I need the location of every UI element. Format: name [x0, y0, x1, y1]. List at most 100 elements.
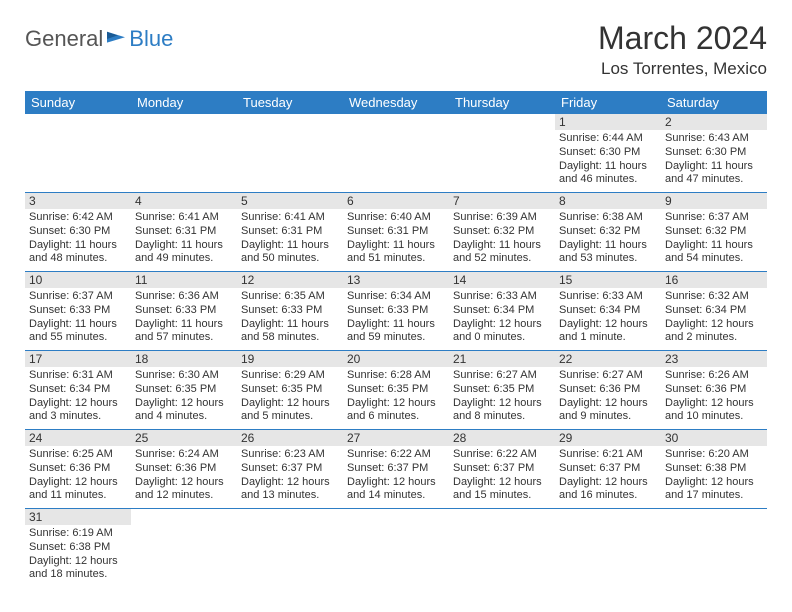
calendar-cell: [237, 114, 343, 193]
calendar-cell: 31Sunrise: 6:19 AMSunset: 6:38 PMDayligh…: [25, 509, 131, 588]
calendar-cell: 23Sunrise: 6:26 AMSunset: 6:36 PMDayligh…: [661, 351, 767, 430]
calendar-cell: [237, 509, 343, 588]
day-info: Sunrise: 6:28 AMSunset: 6:35 PMDaylight:…: [343, 367, 449, 428]
day-number: 9: [661, 193, 767, 209]
calendar-cell: 27Sunrise: 6:22 AMSunset: 6:37 PMDayligh…: [343, 430, 449, 509]
day-info: Sunrise: 6:30 AMSunset: 6:35 PMDaylight:…: [131, 367, 237, 428]
calendar-cell: 26Sunrise: 6:23 AMSunset: 6:37 PMDayligh…: [237, 430, 343, 509]
day-info: Sunrise: 6:20 AMSunset: 6:38 PMDaylight:…: [661, 446, 767, 507]
calendar-cell: 15Sunrise: 6:33 AMSunset: 6:34 PMDayligh…: [555, 272, 661, 351]
day-number: 21: [449, 351, 555, 367]
day-info: Sunrise: 6:37 AMSunset: 6:32 PMDaylight:…: [661, 209, 767, 270]
calendar-cell: 24Sunrise: 6:25 AMSunset: 6:36 PMDayligh…: [25, 430, 131, 509]
day-info: Sunrise: 6:36 AMSunset: 6:33 PMDaylight:…: [131, 288, 237, 349]
day-info: Sunrise: 6:32 AMSunset: 6:34 PMDaylight:…: [661, 288, 767, 349]
day-number: 23: [661, 351, 767, 367]
calendar-cell: 7Sunrise: 6:39 AMSunset: 6:32 PMDaylight…: [449, 193, 555, 272]
day-info: Sunrise: 6:21 AMSunset: 6:37 PMDaylight:…: [555, 446, 661, 507]
day-info: Sunrise: 6:33 AMSunset: 6:34 PMDaylight:…: [449, 288, 555, 349]
logo-text-general: General: [25, 26, 103, 52]
day-number: 28: [449, 430, 555, 446]
calendar-cell: 20Sunrise: 6:28 AMSunset: 6:35 PMDayligh…: [343, 351, 449, 430]
day-info: Sunrise: 6:43 AMSunset: 6:30 PMDaylight:…: [661, 130, 767, 191]
day-info: Sunrise: 6:34 AMSunset: 6:33 PMDaylight:…: [343, 288, 449, 349]
weekday-header: Tuesday: [237, 91, 343, 114]
logo: General Blue: [25, 26, 173, 52]
day-info: Sunrise: 6:39 AMSunset: 6:32 PMDaylight:…: [449, 209, 555, 270]
day-info: Sunrise: 6:23 AMSunset: 6:37 PMDaylight:…: [237, 446, 343, 507]
calendar-cell: 29Sunrise: 6:21 AMSunset: 6:37 PMDayligh…: [555, 430, 661, 509]
calendar-cell: [555, 509, 661, 588]
day-number: 5: [237, 193, 343, 209]
day-info: Sunrise: 6:44 AMSunset: 6:30 PMDaylight:…: [555, 130, 661, 191]
calendar-header-row: SundayMondayTuesdayWednesdayThursdayFrid…: [25, 91, 767, 114]
day-info: Sunrise: 6:22 AMSunset: 6:37 PMDaylight:…: [449, 446, 555, 507]
day-info: Sunrise: 6:24 AMSunset: 6:36 PMDaylight:…: [131, 446, 237, 507]
day-number: 13: [343, 272, 449, 288]
calendar-cell: 1Sunrise: 6:44 AMSunset: 6:30 PMDaylight…: [555, 114, 661, 193]
calendar-cell: 25Sunrise: 6:24 AMSunset: 6:36 PMDayligh…: [131, 430, 237, 509]
day-info: Sunrise: 6:25 AMSunset: 6:36 PMDaylight:…: [25, 446, 131, 507]
calendar-cell: 21Sunrise: 6:27 AMSunset: 6:35 PMDayligh…: [449, 351, 555, 430]
calendar-cell: 5Sunrise: 6:41 AMSunset: 6:31 PMDaylight…: [237, 193, 343, 272]
calendar-cell: 28Sunrise: 6:22 AMSunset: 6:37 PMDayligh…: [449, 430, 555, 509]
day-number: 6: [343, 193, 449, 209]
calendar-cell: 16Sunrise: 6:32 AMSunset: 6:34 PMDayligh…: [661, 272, 767, 351]
day-number: 18: [131, 351, 237, 367]
day-info: Sunrise: 6:35 AMSunset: 6:33 PMDaylight:…: [237, 288, 343, 349]
day-number: 14: [449, 272, 555, 288]
calendar-cell: 19Sunrise: 6:29 AMSunset: 6:35 PMDayligh…: [237, 351, 343, 430]
day-number: 11: [131, 272, 237, 288]
day-number: 4: [131, 193, 237, 209]
day-number: 2: [661, 114, 767, 130]
day-info: Sunrise: 6:40 AMSunset: 6:31 PMDaylight:…: [343, 209, 449, 270]
calendar-cell: [449, 114, 555, 193]
day-info: Sunrise: 6:42 AMSunset: 6:30 PMDaylight:…: [25, 209, 131, 270]
calendar-table: SundayMondayTuesdayWednesdayThursdayFrid…: [25, 91, 767, 587]
calendar-cell: 14Sunrise: 6:33 AMSunset: 6:34 PMDayligh…: [449, 272, 555, 351]
day-number: 1: [555, 114, 661, 130]
logo-text-blue: Blue: [129, 26, 173, 52]
day-number: 8: [555, 193, 661, 209]
calendar-cell: 18Sunrise: 6:30 AMSunset: 6:35 PMDayligh…: [131, 351, 237, 430]
month-title: March 2024: [598, 20, 767, 57]
day-number: 19: [237, 351, 343, 367]
day-number: 24: [25, 430, 131, 446]
day-info: Sunrise: 6:41 AMSunset: 6:31 PMDaylight:…: [131, 209, 237, 270]
day-number: 30: [661, 430, 767, 446]
weekday-header: Wednesday: [343, 91, 449, 114]
day-info: Sunrise: 6:33 AMSunset: 6:34 PMDaylight:…: [555, 288, 661, 349]
day-info: Sunrise: 6:27 AMSunset: 6:35 PMDaylight:…: [449, 367, 555, 428]
day-number: 22: [555, 351, 661, 367]
calendar-cell: [131, 509, 237, 588]
day-number: 3: [25, 193, 131, 209]
calendar-cell: 11Sunrise: 6:36 AMSunset: 6:33 PMDayligh…: [131, 272, 237, 351]
weekday-header: Thursday: [449, 91, 555, 114]
calendar-cell: 8Sunrise: 6:38 AMSunset: 6:32 PMDaylight…: [555, 193, 661, 272]
day-info: Sunrise: 6:41 AMSunset: 6:31 PMDaylight:…: [237, 209, 343, 270]
day-info: Sunrise: 6:31 AMSunset: 6:34 PMDaylight:…: [25, 367, 131, 428]
calendar-cell: 2Sunrise: 6:43 AMSunset: 6:30 PMDaylight…: [661, 114, 767, 193]
day-number: 20: [343, 351, 449, 367]
day-number: 7: [449, 193, 555, 209]
day-number: 12: [237, 272, 343, 288]
day-number: 17: [25, 351, 131, 367]
flag-icon: [105, 30, 127, 48]
calendar-cell: [661, 509, 767, 588]
calendar-cell: 3Sunrise: 6:42 AMSunset: 6:30 PMDaylight…: [25, 193, 131, 272]
day-number: 31: [25, 509, 131, 525]
day-number: 16: [661, 272, 767, 288]
day-info: Sunrise: 6:29 AMSunset: 6:35 PMDaylight:…: [237, 367, 343, 428]
day-number: 25: [131, 430, 237, 446]
day-number: 27: [343, 430, 449, 446]
title-block: March 2024 Los Torrentes, Mexico: [598, 20, 767, 79]
calendar-cell: 4Sunrise: 6:41 AMSunset: 6:31 PMDaylight…: [131, 193, 237, 272]
day-info: Sunrise: 6:37 AMSunset: 6:33 PMDaylight:…: [25, 288, 131, 349]
calendar-cell: 9Sunrise: 6:37 AMSunset: 6:32 PMDaylight…: [661, 193, 767, 272]
calendar-cell: [25, 114, 131, 193]
weekday-header: Monday: [131, 91, 237, 114]
calendar-cell: 30Sunrise: 6:20 AMSunset: 6:38 PMDayligh…: [661, 430, 767, 509]
calendar-cell: [449, 509, 555, 588]
calendar-cell: 6Sunrise: 6:40 AMSunset: 6:31 PMDaylight…: [343, 193, 449, 272]
day-number: 26: [237, 430, 343, 446]
